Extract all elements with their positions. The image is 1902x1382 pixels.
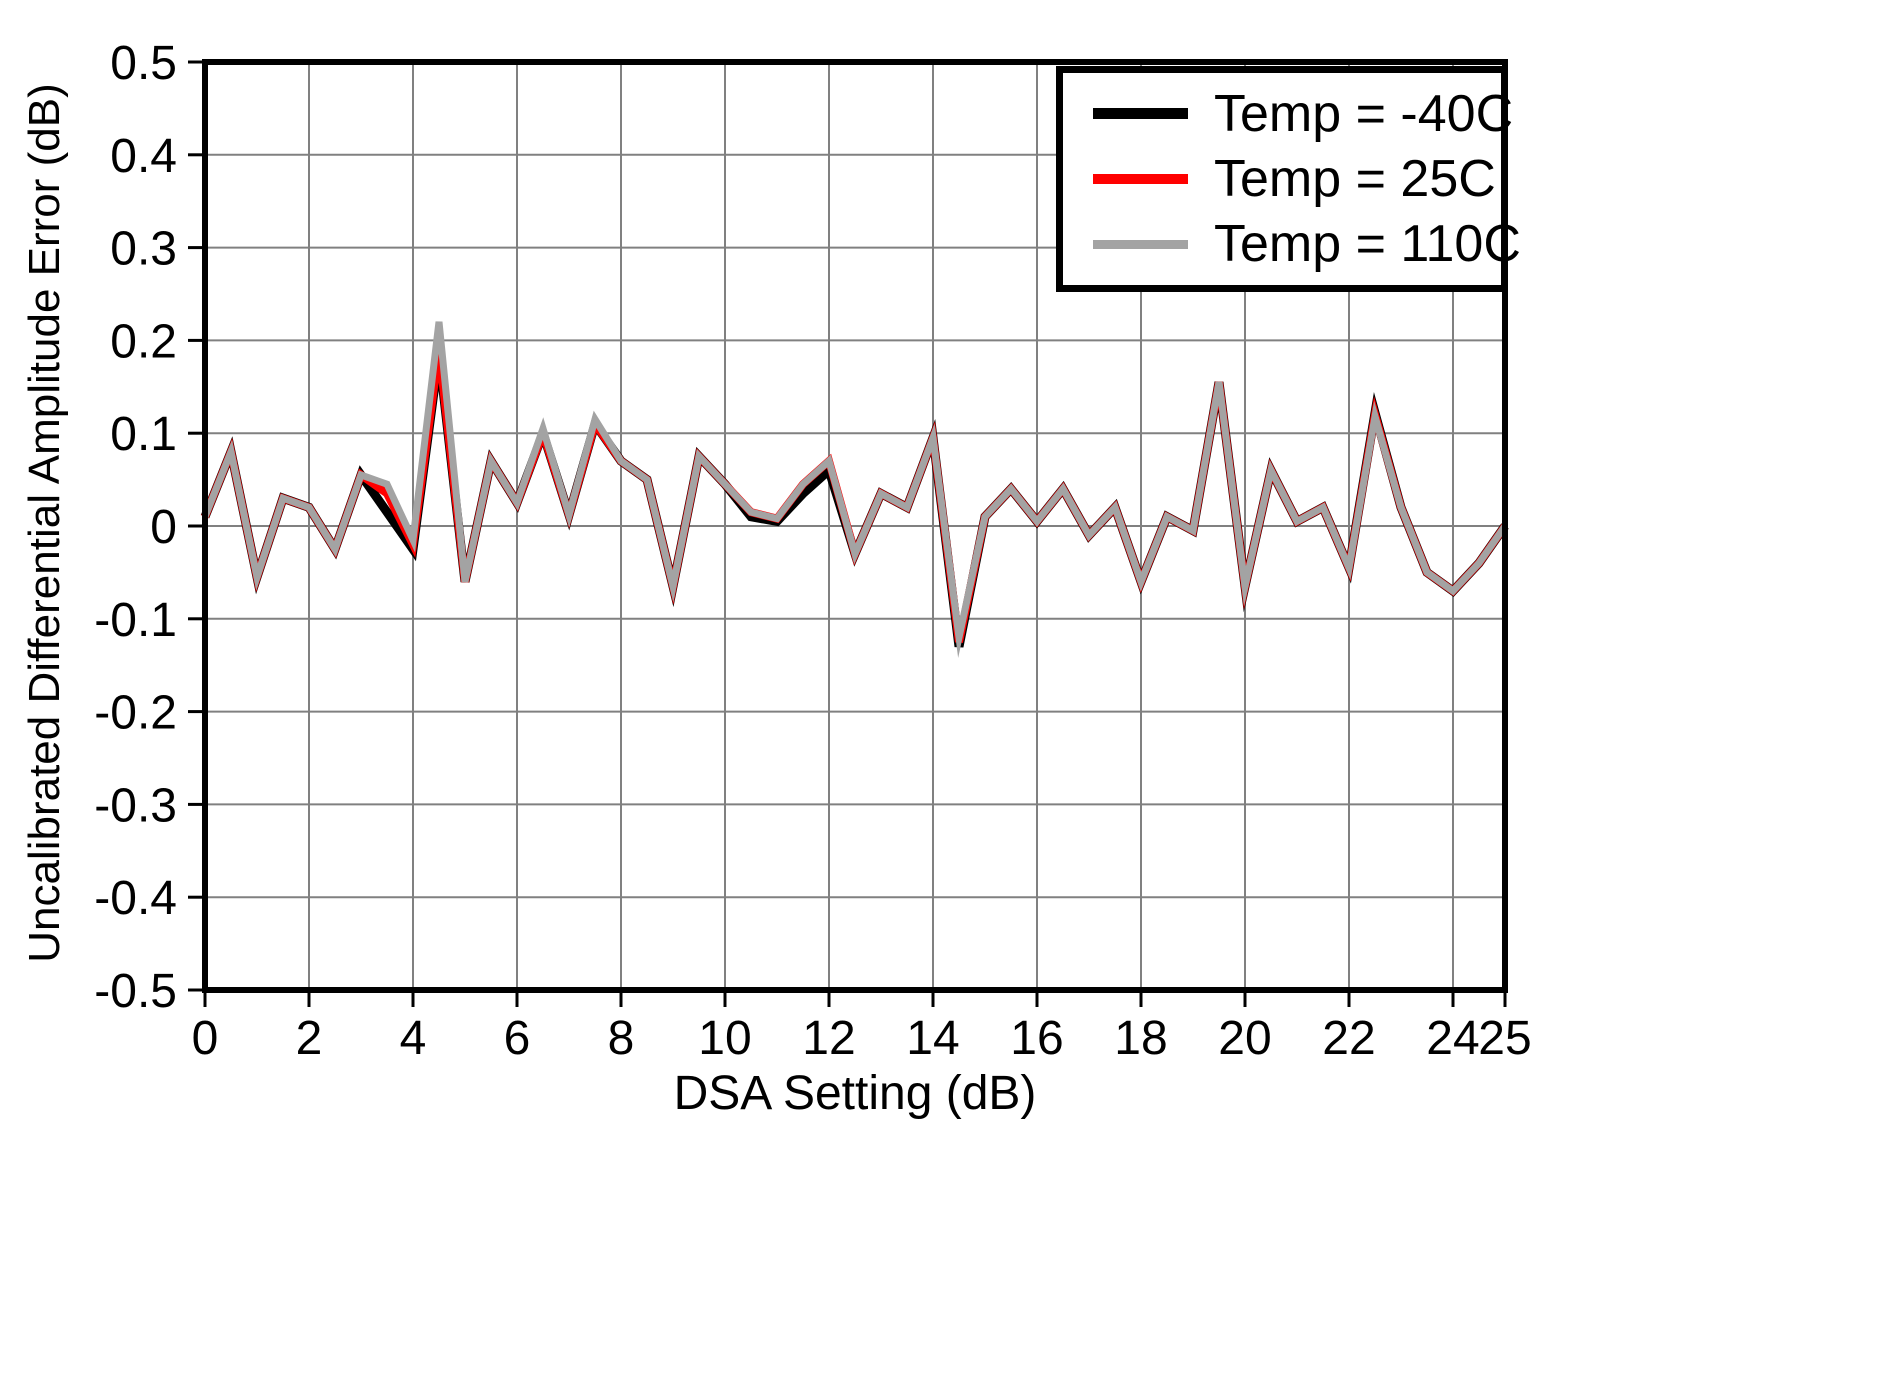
svg-text:14: 14 <box>906 1012 959 1065</box>
svg-text:4: 4 <box>400 1012 427 1065</box>
svg-text:0: 0 <box>150 501 177 554</box>
svg-text:-0.1: -0.1 <box>94 594 177 647</box>
svg-text:2: 2 <box>296 1012 323 1065</box>
legend-item-temp-25c: Temp = 25C <box>1093 149 1501 209</box>
legend-line-swatch-red <box>1093 173 1188 184</box>
svg-text:-0.2: -0.2 <box>94 687 177 740</box>
legend: Temp = -40C Temp = 25C Temp = 110C <box>1056 66 1521 292</box>
svg-text:6: 6 <box>504 1012 531 1065</box>
svg-text:0.3: 0.3 <box>110 223 177 276</box>
svg-text:18: 18 <box>1114 1012 1167 1065</box>
svg-text:8: 8 <box>608 1012 635 1065</box>
legend-line-swatch-gray <box>1093 239 1188 249</box>
legend-line-swatch-black <box>1093 108 1188 120</box>
legend-label: Temp = 25C <box>1214 149 1496 208</box>
y-axis-title: Uncalibrated Differential Amplitude Erro… <box>20 83 69 963</box>
svg-text:0.2: 0.2 <box>110 315 177 368</box>
svg-text:12: 12 <box>802 1012 855 1065</box>
legend-item-temp-minus-40c: Temp = -40C <box>1093 84 1513 144</box>
svg-text:22: 22 <box>1322 1012 1375 1065</box>
legend-item-temp-110c: Temp = 110C <box>1093 214 1521 274</box>
legend-label: Temp = -40C <box>1214 84 1514 143</box>
legend-label: Temp = 110C <box>1214 215 1521 274</box>
svg-text:-0.5: -0.5 <box>94 965 177 1018</box>
svg-text:0.5: 0.5 <box>110 37 177 90</box>
svg-text:16: 16 <box>1010 1012 1063 1065</box>
svg-text:-0.3: -0.3 <box>94 779 177 832</box>
svg-text:25: 25 <box>1478 1012 1531 1065</box>
svg-text:0.4: 0.4 <box>110 130 177 183</box>
svg-text:-0.4: -0.4 <box>94 872 177 925</box>
x-axis-title: DSA Setting (dB) <box>673 1067 1037 1120</box>
svg-text:0: 0 <box>192 1012 219 1065</box>
svg-text:24: 24 <box>1426 1012 1479 1065</box>
svg-text:10: 10 <box>698 1012 751 1065</box>
svg-text:20: 20 <box>1218 1012 1271 1065</box>
svg-text:0.1: 0.1 <box>110 408 177 461</box>
